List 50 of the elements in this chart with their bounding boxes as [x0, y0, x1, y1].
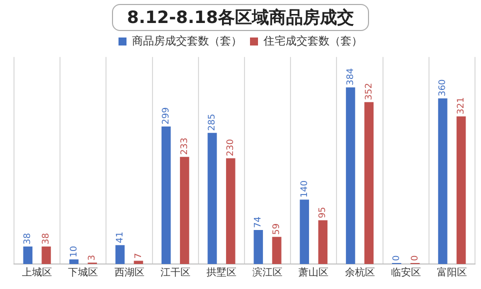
data-label: 285 — [208, 114, 218, 131]
bar — [456, 116, 466, 264]
x-tick-label: 萧山区 — [298, 266, 329, 279]
data-label: 38 — [42, 232, 52, 245]
bar — [115, 245, 125, 264]
legend-label: 商品房成交套数（套） — [132, 34, 242, 48]
data-label: 233 — [180, 138, 190, 155]
data-label: 0 — [392, 255, 402, 261]
x-tick-label: 临安区 — [390, 266, 421, 279]
bar — [42, 246, 51, 264]
data-label: 352 — [364, 82, 374, 100]
data-label: 59 — [272, 223, 282, 235]
bar — [346, 87, 356, 264]
bar — [254, 230, 263, 264]
bar — [272, 236, 282, 264]
data-label: 299 — [161, 107, 172, 124]
data-label: 230 — [226, 138, 236, 156]
x-tick-label: 江干区 — [160, 266, 190, 279]
legend-label: 住宅成交套数（套） — [264, 34, 362, 48]
data-label: 74 — [254, 216, 264, 228]
x-tick-label: 拱墅区 — [206, 266, 236, 279]
bar — [208, 132, 217, 264]
bar — [162, 126, 171, 264]
data-label: 41 — [115, 232, 126, 244]
bar — [438, 98, 448, 264]
bar — [364, 102, 374, 264]
bar — [180, 156, 190, 264]
bar — [69, 259, 79, 264]
x-tick-label: 西湖区 — [114, 266, 144, 279]
bar — [134, 260, 144, 264]
x-tick-label: 富阳区 — [436, 266, 467, 279]
data-label: 95 — [318, 206, 328, 218]
bar — [23, 246, 32, 264]
data-label: 360 — [438, 78, 448, 96]
bar — [300, 200, 310, 264]
data-label: 38 — [23, 232, 34, 245]
data-label: 384 — [346, 68, 356, 86]
x-tick-label: 上城区 — [22, 266, 52, 279]
x-tick-label: 下城区 — [68, 266, 98, 279]
data-label: 10 — [69, 246, 80, 258]
data-label: 321 — [456, 97, 467, 114]
x-tick-label: 余杭区 — [344, 266, 375, 279]
data-label: 3 — [88, 254, 98, 261]
chart-title: 8.12-8.18各区域商品房成交 — [112, 4, 369, 31]
bar — [318, 220, 328, 264]
x-tick-label: 滨江区 — [252, 266, 283, 279]
data-label: 0 — [410, 255, 420, 261]
data-label: 140 — [300, 180, 310, 198]
data-label: 7 — [134, 253, 144, 259]
bar — [226, 158, 236, 264]
